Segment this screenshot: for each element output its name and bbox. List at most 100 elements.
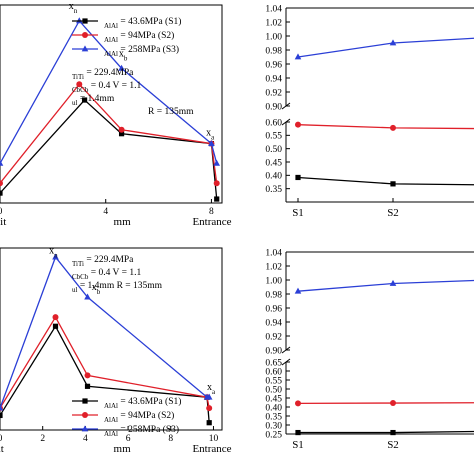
series-line-S3 <box>297 279 474 292</box>
data-point-S1 <box>52 323 59 329</box>
data-point-S2 <box>76 81 83 88</box>
legend-marker-S2 <box>82 32 88 38</box>
series-line-S1 <box>297 176 474 186</box>
y-tick-label: 0.98 <box>265 46 282 56</box>
y-tick-label: 0.25 <box>265 430 282 440</box>
series-line-S2 <box>297 402 474 405</box>
y-tick-label: 0.50 <box>265 145 282 155</box>
y-tick-label: 0.92 <box>265 88 282 98</box>
series-line-S2 <box>297 124 474 130</box>
y-tick-label: 0.90 <box>265 346 282 356</box>
y-tick-label: 0.96 <box>265 60 282 70</box>
data-point-S1 <box>84 383 91 389</box>
y-tick-label: 0.94 <box>265 318 282 328</box>
point-label-xb: xb <box>92 282 101 296</box>
data-point-S2 <box>52 314 59 321</box>
data-point-S3 <box>52 253 59 260</box>
plot-frame <box>0 4 223 204</box>
x-axis-title: mm <box>114 216 132 228</box>
data-point-S3 <box>213 159 221 166</box>
data-point-S2 <box>295 121 301 128</box>
data-point-S1 <box>81 97 88 103</box>
y-tick-label: 1.04 <box>265 248 282 258</box>
y-tick-label: 0.50 <box>265 385 282 395</box>
data-point-S3 <box>118 64 125 71</box>
legend-label-S3: AlAl = 258MPa (S3) <box>104 424 179 438</box>
legend-label-S3: AlAl = 258MPa (S3) <box>104 44 179 58</box>
point-label-xa: xa <box>207 382 216 396</box>
data-point-S3 <box>294 287 302 294</box>
y-tick-label: 0.35 <box>265 185 282 195</box>
y-tick-label: 0.90 <box>265 102 282 112</box>
legend-marker-S1 <box>82 398 88 404</box>
y-tick-label: 0.45 <box>265 394 282 404</box>
annotation-line: CbCb = 0.4 V = 1.1 <box>72 81 141 94</box>
y-tick-label: 1.00 <box>265 276 282 286</box>
series-line-S1 <box>298 430 474 434</box>
x-end-label-entrance: Entrance <box>192 216 231 228</box>
y-tick-label: 1.04 <box>265 4 282 14</box>
annotation-line: R = 135mm <box>148 107 194 117</box>
data-point-S3 <box>208 140 215 146</box>
data-point-S3 <box>389 279 397 286</box>
y-tick-label: 1.02 <box>265 18 282 28</box>
x-tick-label: 0 <box>0 207 3 217</box>
data-point-S1 <box>118 131 125 137</box>
x-tick-label: 2 <box>40 434 45 444</box>
data-point-S3 <box>84 293 91 300</box>
point-label-xa: xa <box>206 128 215 142</box>
data-point-S3 <box>294 53 302 60</box>
data-point-S3 <box>0 159 4 166</box>
data-point-S2 <box>0 180 3 187</box>
x-category-label: S1 <box>292 207 304 219</box>
legend-label-S2: AlAl = 94MPa (S2) <box>104 30 174 44</box>
legend-marker-S2 <box>82 412 88 418</box>
y-tick-label: 0.30 <box>265 421 282 431</box>
data-point-S1 <box>390 181 396 187</box>
series-line-S3 <box>0 255 210 409</box>
data-point-S1 <box>0 190 3 196</box>
y-tick-label: 0.65 <box>265 358 282 368</box>
legend-marker-S3 <box>81 425 89 432</box>
legend-label-S1: AlAl = 43.6MPa (S1) <box>104 396 181 410</box>
legend-label-S2: AlAl = 94MPa (S2) <box>104 410 174 424</box>
x-tick-label: 8 <box>168 434 173 444</box>
x-tick-label: 6 <box>126 434 131 444</box>
data-point-S2 <box>84 372 91 379</box>
x-end-label-entrance: Entrance <box>192 443 231 455</box>
point-label-xn: xn <box>69 1 78 15</box>
data-point-S1 <box>390 429 396 436</box>
plot-frame <box>0 247 223 431</box>
y-tick-label: 0.98 <box>265 290 282 300</box>
data-point-S2 <box>390 400 396 407</box>
legend: AlAl = 43.6MPa (S1)AlAl = 94MPa (S2)AlAl… <box>72 16 181 58</box>
panel-bottom-right: 0.90 0.92 0.94 0.96 0.98 1.00 1.02 1.04 0.250.30… <box>265 248 474 451</box>
y-tick-label: 0.40 <box>265 172 282 182</box>
y-tick-label: 0.60 <box>265 118 282 128</box>
x-tick-label: 10 <box>209 434 219 444</box>
panel-top-left: 0 4 8 exit Entrance mm xn xb xa AlAl = 43.6MPa (S… <box>0 1 232 228</box>
y-tick-label: 0.45 <box>265 158 282 168</box>
legend-label-S1: AlAl = 43.6MPa (S1) <box>104 16 181 30</box>
data-point-S1 <box>214 196 220 202</box>
y-tick-label: 0.35 <box>265 412 282 422</box>
x-tick-label: 0 <box>0 434 3 444</box>
data-point-S2 <box>206 405 213 412</box>
y-tick-label: 0.40 <box>265 403 282 413</box>
x-category-label: S2 <box>387 207 399 219</box>
point-label-xb: xb <box>119 48 128 62</box>
panel-top-right: 0.90 0.92 0.94 0.96 0.98 1.00 1.02 1.04 0.35 0.40… <box>265 4 474 219</box>
data-point-S2 <box>295 400 301 407</box>
data-point-S1 <box>0 412 3 419</box>
data-point-S3 <box>389 39 397 46</box>
x-end-label-exit: exit <box>0 216 6 228</box>
y-tick-label: 0.60 <box>265 367 282 377</box>
data-point-S1 <box>295 429 301 436</box>
y-tick-label: 0.94 <box>265 74 282 84</box>
data-point-S3 <box>0 404 4 411</box>
x-tick-label: 4 <box>83 434 88 444</box>
data-point-S1 <box>206 420 212 426</box>
data-point-S3 <box>205 393 213 400</box>
